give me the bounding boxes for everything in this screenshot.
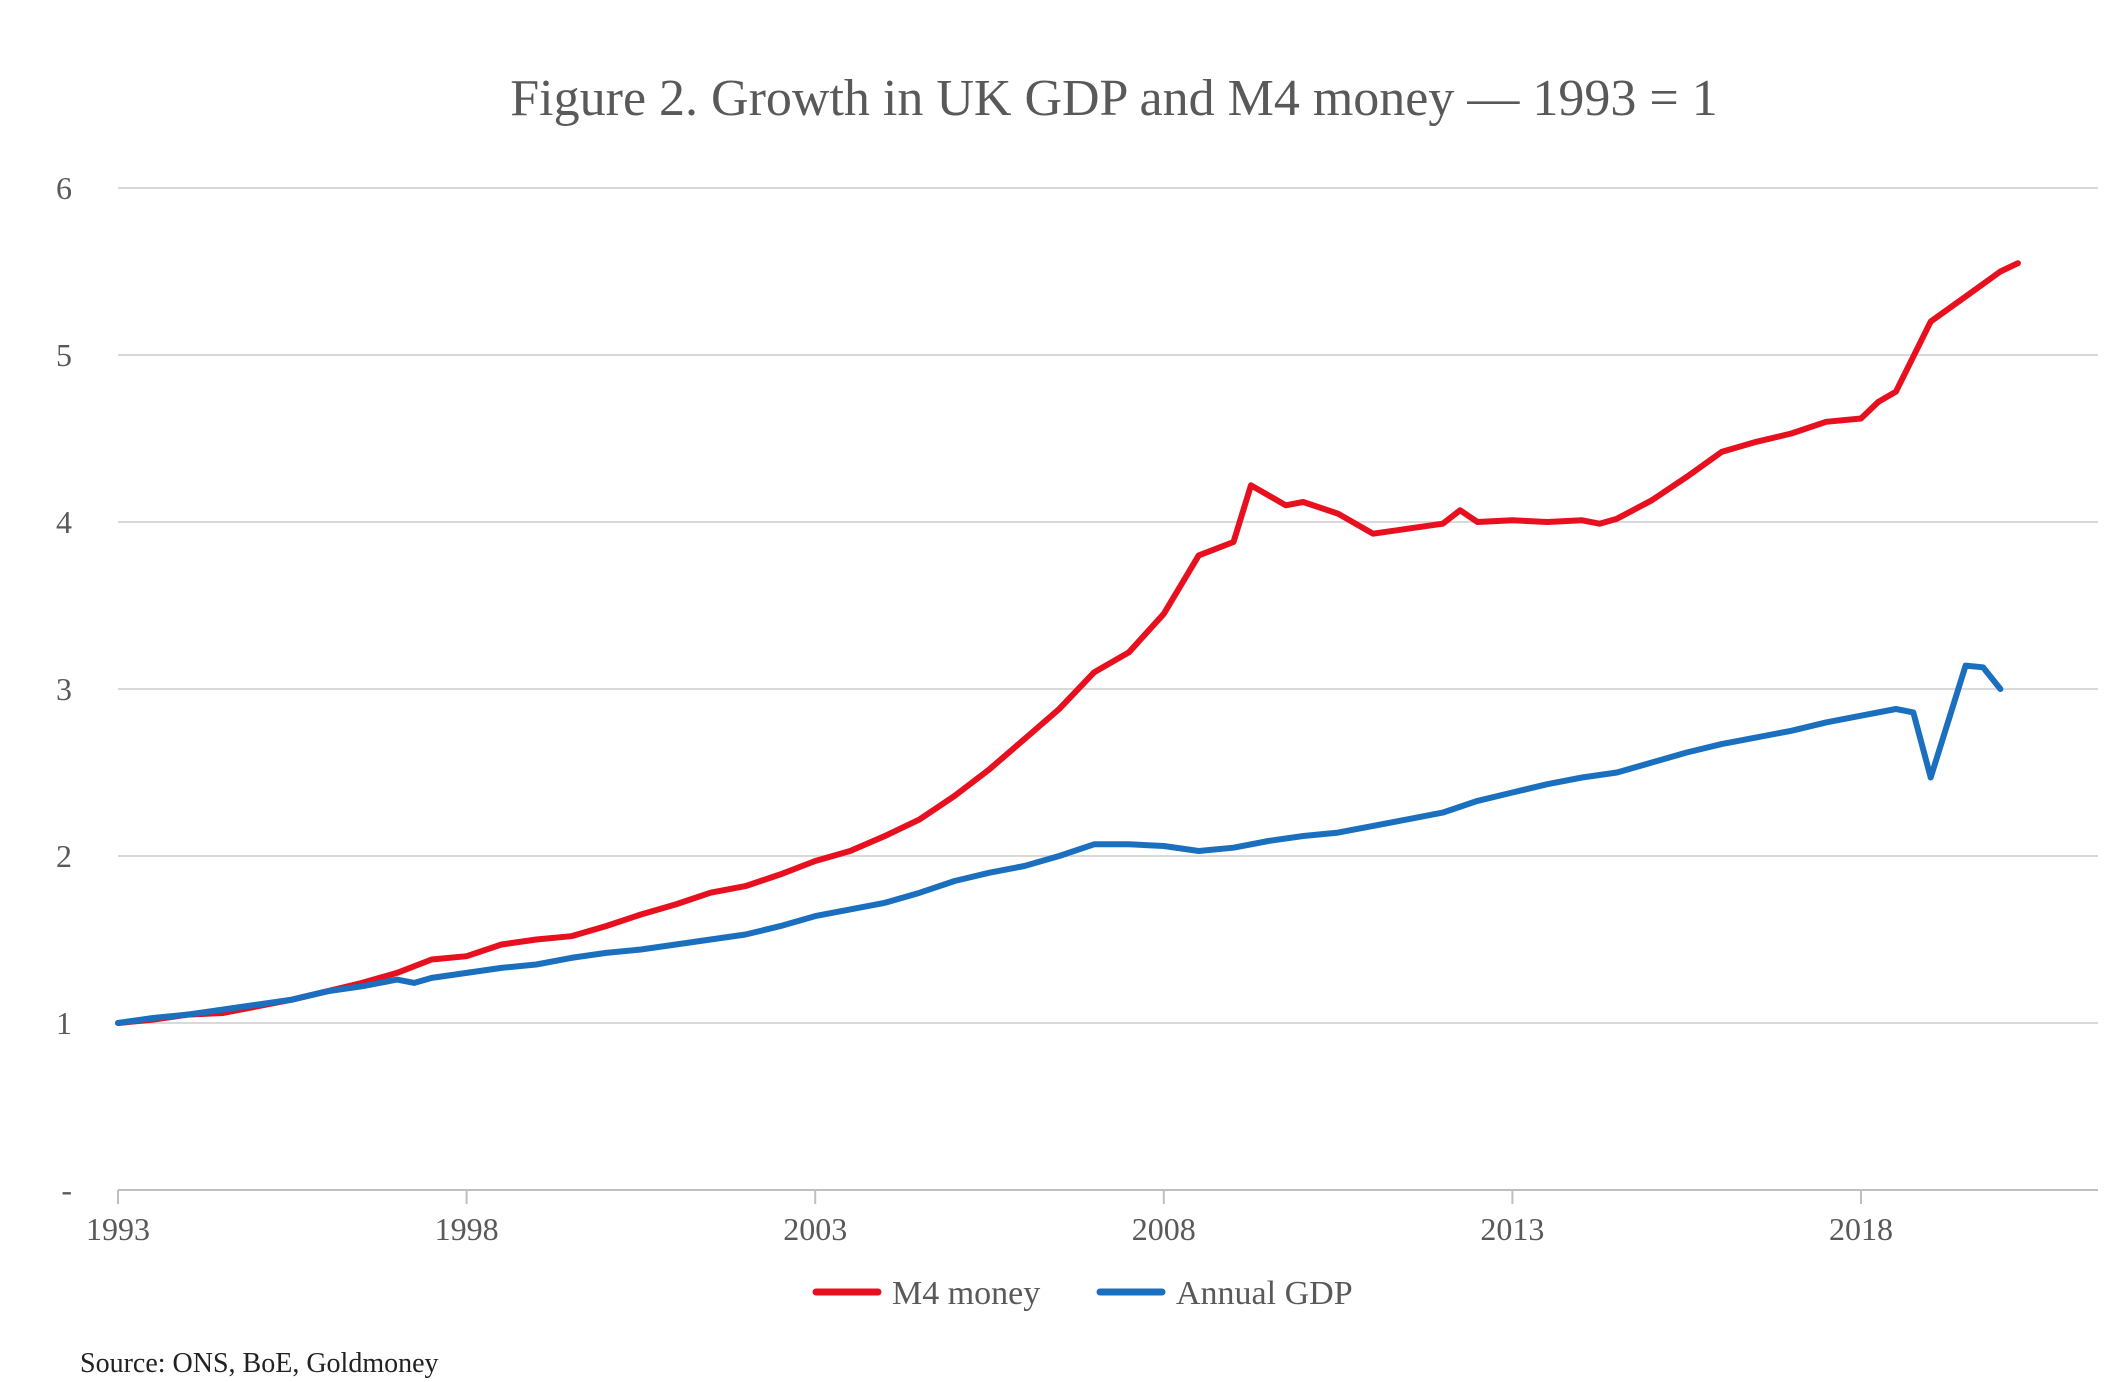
x-tick-label: 1993 — [86, 1211, 150, 1247]
x-tick-label: 2013 — [1480, 1211, 1544, 1247]
gridlines — [118, 187, 2098, 1024]
y-tick-label: 4 — [56, 504, 72, 540]
x-tick-label: 1998 — [435, 1211, 499, 1247]
x-tick-label: 2008 — [1132, 1211, 1196, 1247]
legend: M4 money Annual GDP — [812, 1275, 1353, 1312]
y-tick-label: - — [61, 1172, 72, 1208]
source-note: Source: ONS, BoE, Goldmoney — [80, 1348, 439, 1379]
series-line-annual-gdp — [115, 662, 2004, 1026]
y-axis: - 1 2 3 4 5 6 — [56, 170, 72, 1208]
legend-label: M4 money — [892, 1275, 1040, 1312]
legend-label: Annual GDP — [1176, 1275, 1353, 1312]
y-tick-label: 1 — [56, 1005, 72, 1041]
x-tick-label: 2018 — [1829, 1211, 1893, 1247]
y-tick-label: 2 — [56, 838, 72, 874]
x-axis: 1993 1998 2003 2008 2013 2018 — [86, 1189, 2098, 1247]
chart-title: Figure 2. Growth in UK GDP and M4 money … — [510, 70, 1717, 127]
y-tick-label: 6 — [56, 170, 72, 206]
series-line-m4-money — [115, 260, 2021, 1026]
y-tick-label: 5 — [56, 337, 72, 373]
x-tick-label: 2003 — [783, 1211, 847, 1247]
plot-lines — [115, 260, 2021, 1026]
y-tick-label: 3 — [56, 671, 72, 707]
